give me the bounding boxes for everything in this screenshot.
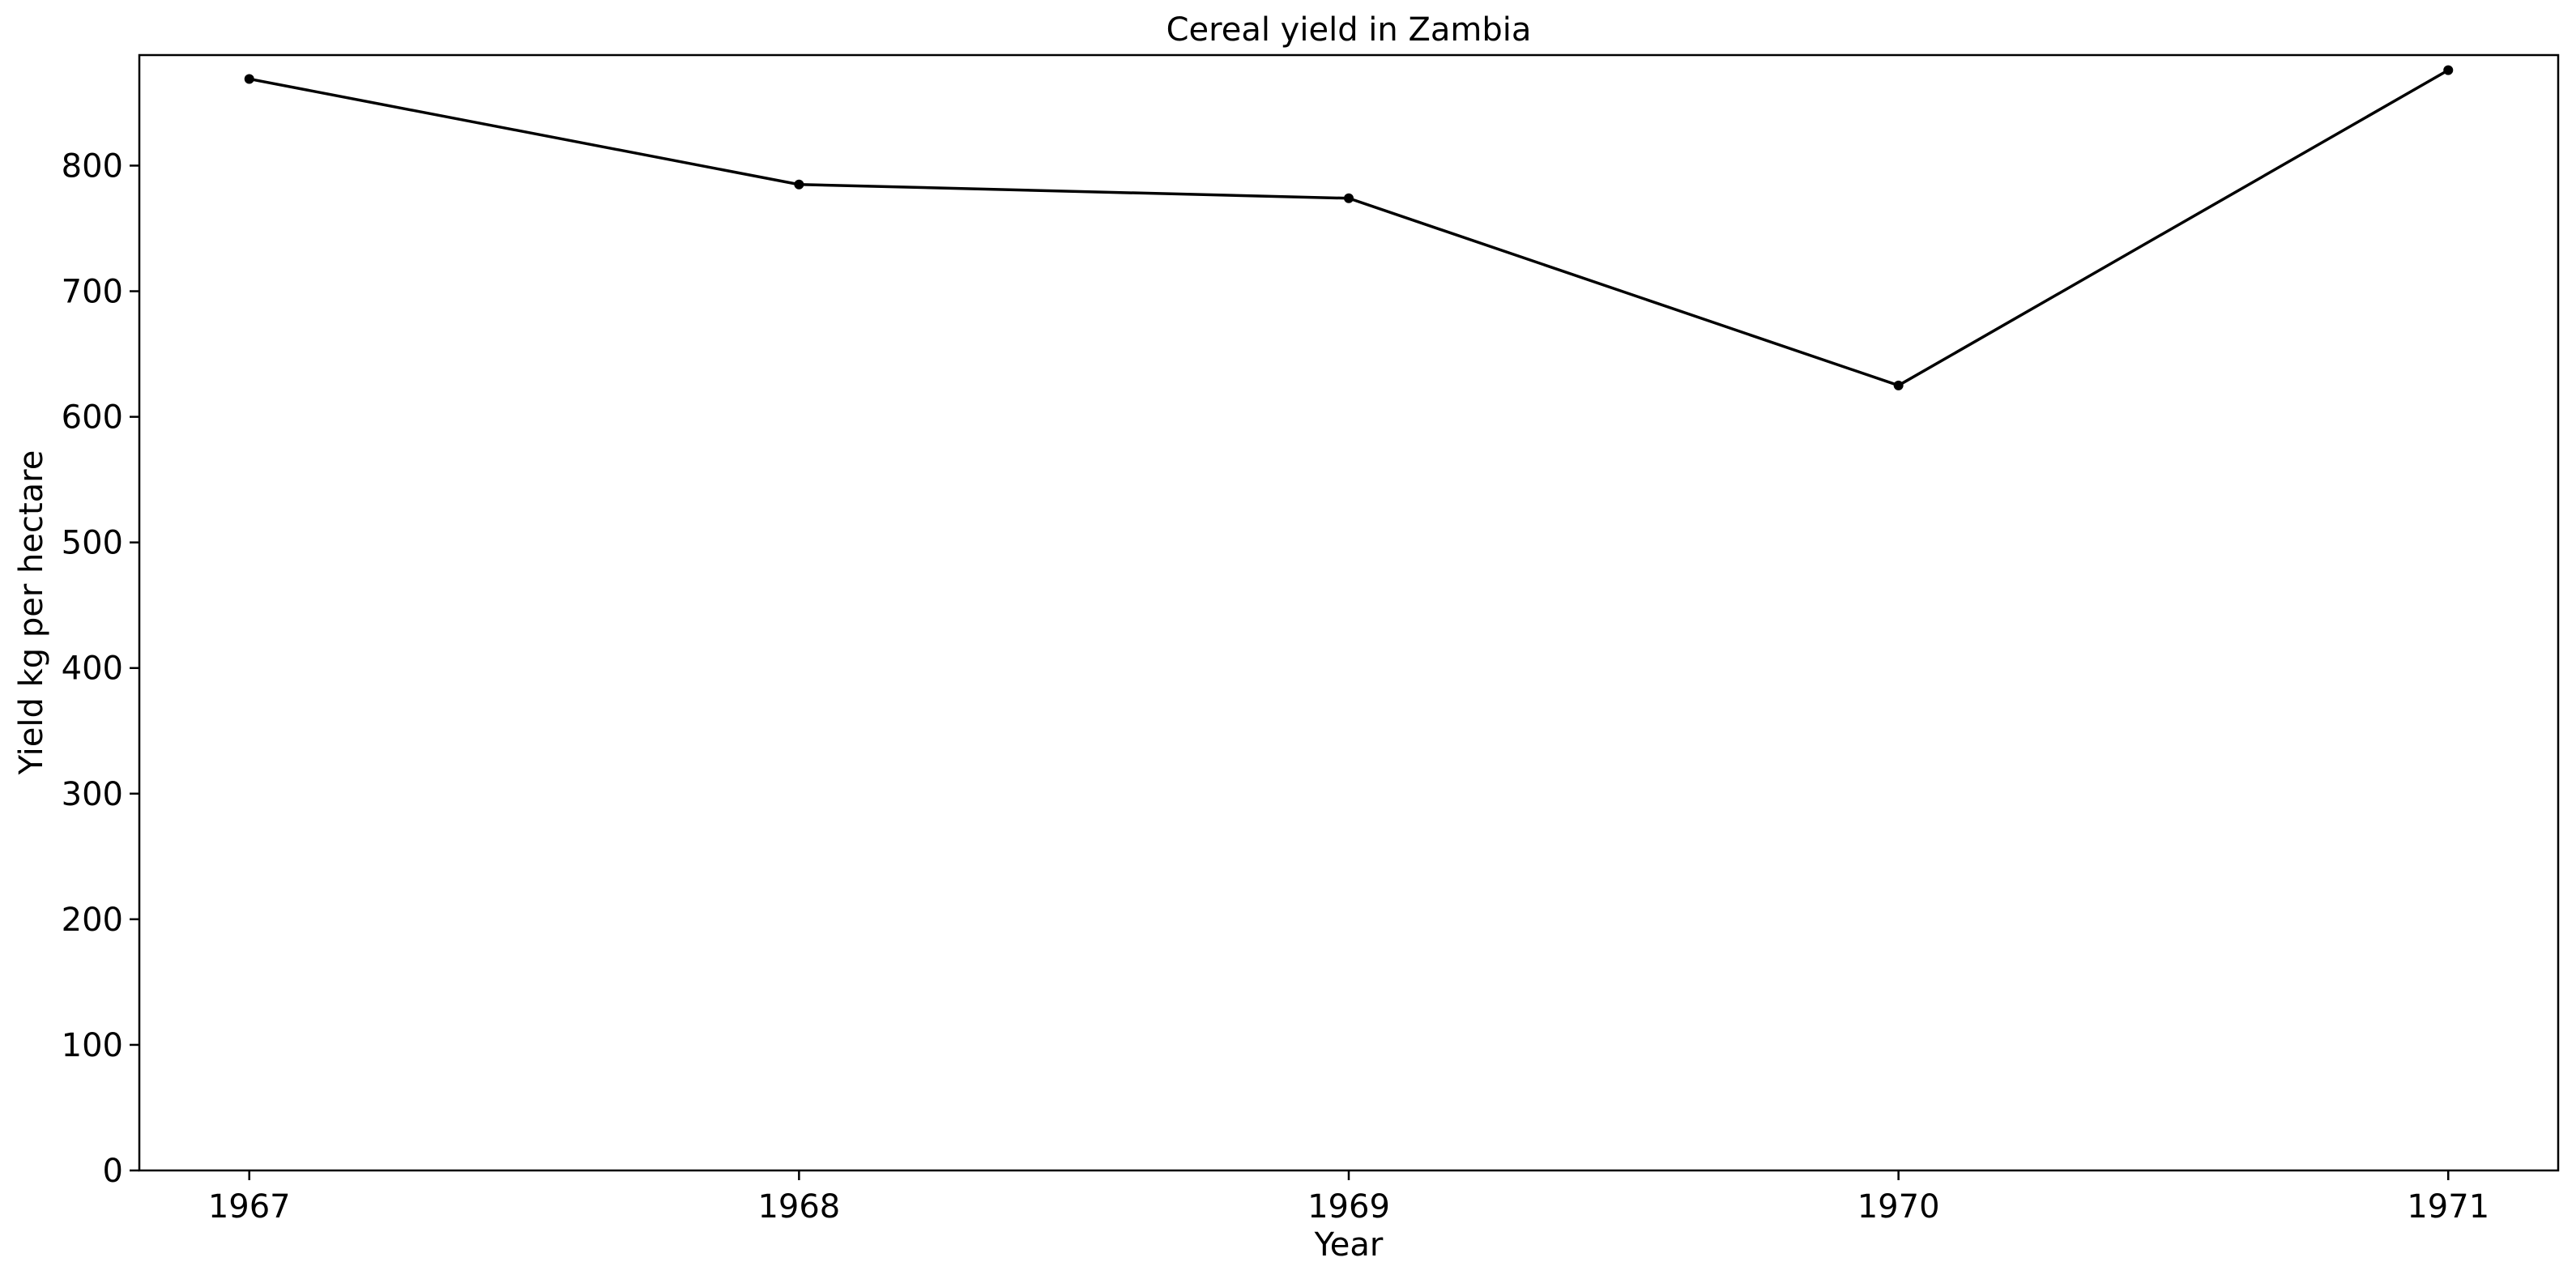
- x-tick-label: 1967: [208, 1188, 291, 1226]
- y-tick-label: 400: [62, 650, 123, 688]
- x-axis-label: Year: [1314, 1226, 1384, 1264]
- series-layer: [244, 65, 2454, 390]
- chart-title: Cereal yield in Zambia: [1166, 11, 1532, 49]
- data-point: [1893, 380, 1904, 390]
- y-tick-label: 600: [62, 399, 123, 437]
- x-axis: 1967 1968 1969 1970 1971: [208, 1170, 2489, 1226]
- x-tick-label: 1969: [1307, 1188, 1390, 1226]
- y-tick-label: 500: [62, 525, 123, 562]
- y-axis: 0 100 200 300 400 500 600 700 800: [62, 147, 139, 1190]
- data-point: [794, 179, 804, 190]
- y-tick-label: 0: [103, 1153, 123, 1190]
- y-axis-label: Yield kg per hectare: [13, 450, 50, 776]
- y-tick-label: 300: [62, 776, 123, 813]
- x-tick-label: 1971: [2407, 1188, 2489, 1226]
- y-tick-label: 100: [62, 1027, 123, 1064]
- y-tick-label: 700: [62, 274, 123, 311]
- data-point: [1344, 193, 1354, 203]
- plot-frame: [138, 53, 2560, 1172]
- series-line: [249, 69, 2450, 387]
- y-tick-label: 800: [62, 147, 123, 185]
- y-tick-label: 200: [62, 902, 123, 939]
- data-point: [244, 74, 254, 84]
- data-point: [2443, 65, 2454, 75]
- x-tick-label: 1968: [757, 1188, 840, 1226]
- x-tick-label: 1970: [1857, 1188, 1940, 1226]
